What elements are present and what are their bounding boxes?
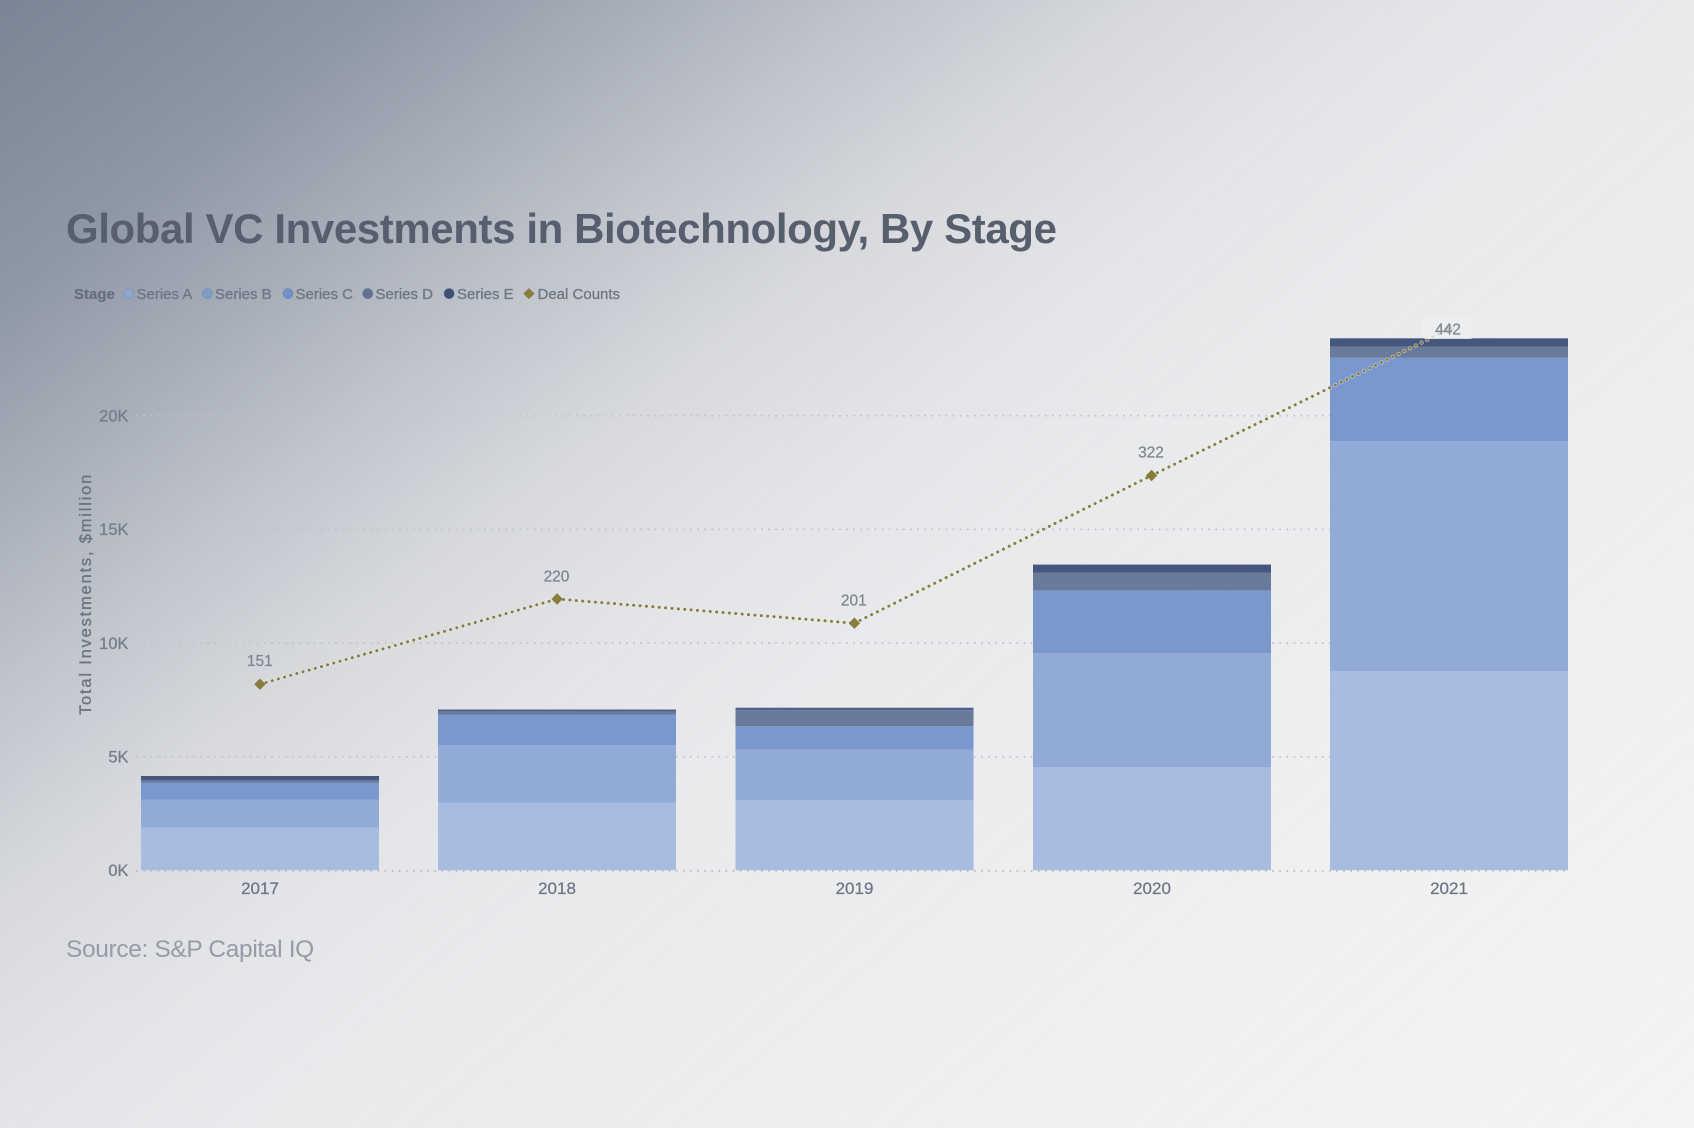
svg-text:322: 322 (1138, 445, 1164, 462)
svg-text:442: 442 (1435, 321, 1461, 338)
svg-text:Deal Counts: Deal Counts (538, 286, 621, 303)
svg-text:Source: S&P Capital IQ: Source: S&P Capital IQ (66, 936, 314, 963)
svg-text:20K: 20K (99, 407, 128, 425)
svg-text:Stage: Stage (74, 286, 115, 303)
svg-text:2020: 2020 (1133, 879, 1171, 898)
svg-text:Global VC Investments in Biote: Global VC Investments in Biotechnology, … (66, 205, 1057, 252)
svg-text:Series D: Series D (376, 286, 434, 303)
svg-text:2019: 2019 (836, 879, 874, 898)
svg-text:Series B: Series B (215, 286, 272, 303)
svg-text:201: 201 (841, 593, 867, 610)
svg-text:220: 220 (544, 569, 570, 586)
svg-text:Total Investments, $million: Total Investments, $million (77, 473, 95, 715)
svg-text:Series C: Series C (296, 286, 354, 303)
svg-text:5K: 5K (108, 749, 128, 767)
svg-text:0K: 0K (108, 862, 128, 880)
svg-text:2018: 2018 (538, 879, 576, 898)
svg-text:Series E: Series E (457, 286, 514, 303)
svg-text:2021: 2021 (1430, 879, 1468, 898)
svg-text:Series A: Series A (137, 286, 193, 303)
svg-text:151: 151 (247, 653, 273, 670)
svg-text:15K: 15K (99, 521, 128, 539)
svg-text:10K: 10K (99, 635, 128, 653)
svg-text:2017: 2017 (241, 879, 279, 898)
